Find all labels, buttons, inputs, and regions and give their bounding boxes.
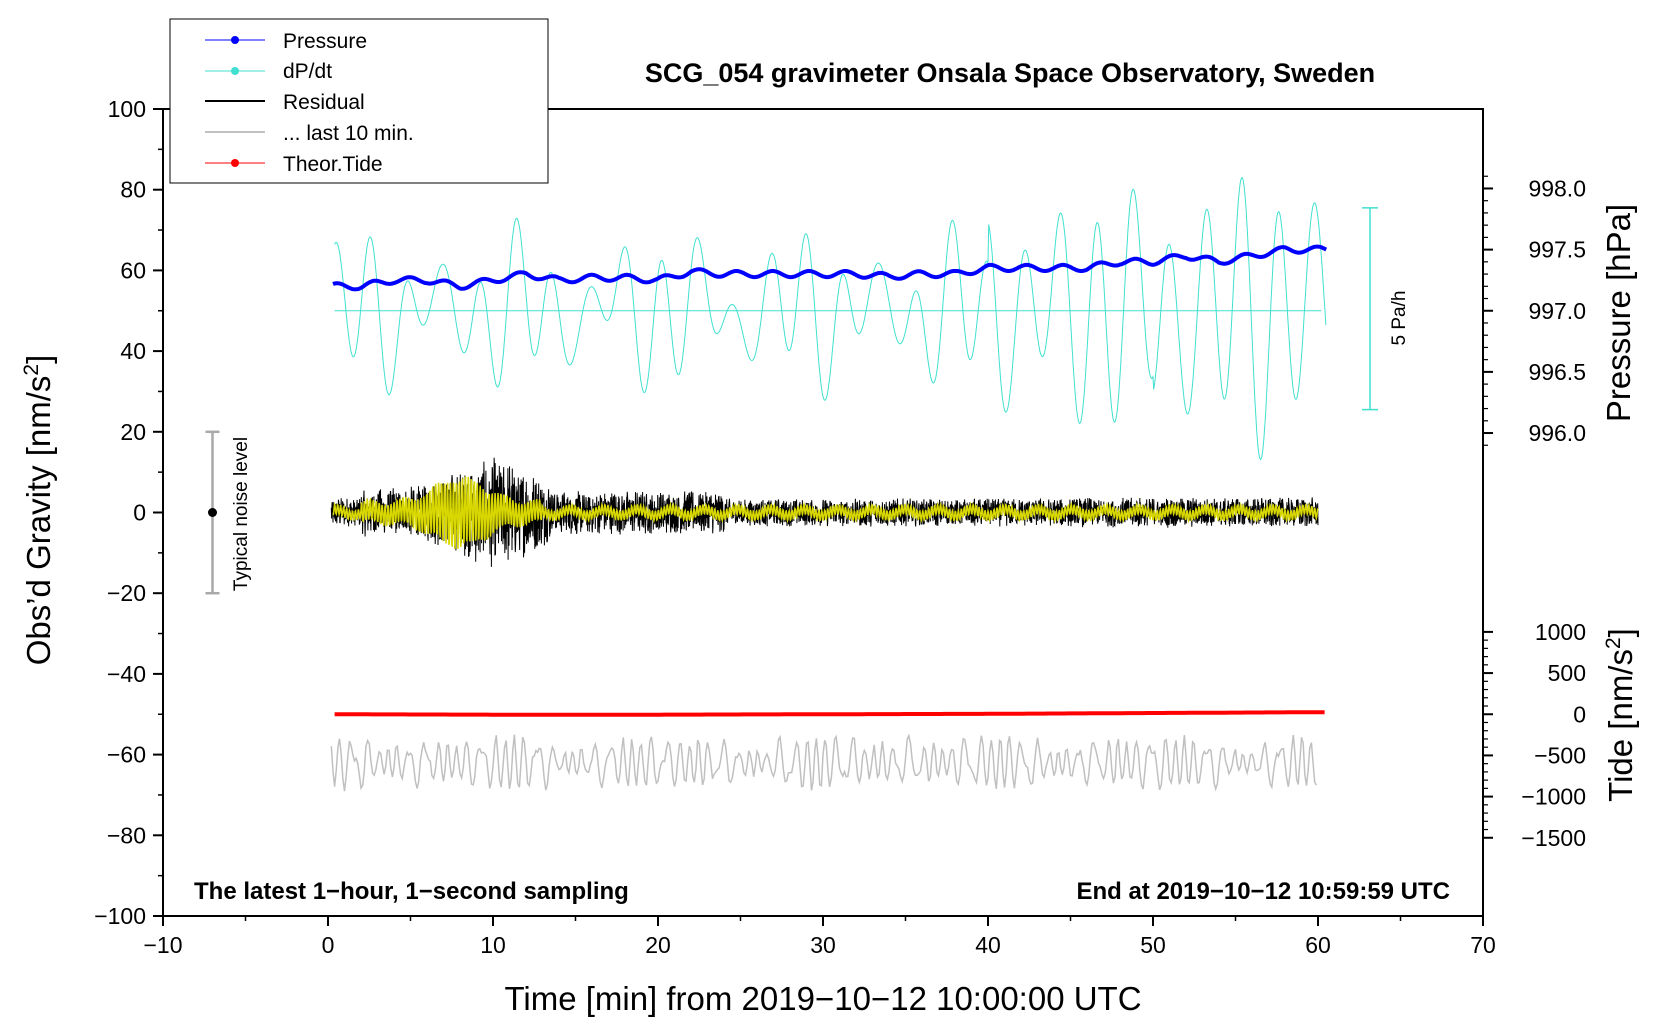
pressure-tick-label: 998.0 [1528,175,1586,201]
legend-label-tide: Theor.Tide [283,153,383,176]
y-tick-label-left: −20 [107,580,146,606]
y-axis-title-tide: Tide [nm/s2] [1602,628,1639,802]
y-tick-label-left: −80 [107,822,146,848]
tide-tick-label: 500 [1548,660,1586,686]
series-residual-filtered [332,476,1319,549]
legend-entry-residual: Residual [205,91,365,114]
tide-tick-label: −500 [1534,742,1586,768]
tide-tick-label: −1000 [1521,784,1586,810]
tide-tick-label: −1500 [1521,825,1586,851]
axes-layer: −10 0 10 20 30 40 50 60 70100806040200−20−40−60−… [94,96,1586,958]
y-tick-label-left: −60 [107,742,146,768]
legend: Pressure dP/dt Residual ... last 10 min.… [169,18,549,184]
legend-marker-tide [231,159,239,167]
tide-tick-label: 0 [1573,701,1586,727]
legend-marker-pressure [231,36,239,44]
series-dpdt [334,176,1327,461]
series-pressure [332,244,1328,292]
y-tick-label-left: 40 [120,338,146,364]
noise-level-label: Typical noise level [231,437,252,591]
noise-bar-center-dot [208,508,217,517]
x-tick-label: 50 [1140,932,1166,958]
annotation-sampling: The latest 1−hour, 1−second sampling [194,878,629,905]
x-tick-label: 0 [322,932,335,958]
x-tick-label: 60 [1305,932,1331,958]
x-axis-title: Time [min] from 2019−10−12 10:00:00 UTC [504,980,1141,1017]
legend-label-last10: ... last 10 min. [283,122,414,145]
pressure-tick-label: 996.0 [1528,420,1586,446]
y-tick-label-left: 60 [120,257,146,283]
legend-label-residual: Residual [283,91,365,114]
tide-tick-label: 1000 [1535,619,1586,645]
chart-title: SCG_054 gravimeter Onsala Space Observat… [645,58,1375,88]
legend-entry-dpdt: dP/dt [205,60,332,83]
legend-entry-tide: Theor.Tide [205,153,383,176]
y-axis-title-left: Obs’d Gravity [nm/s2] [20,355,57,666]
series-last-10-min [330,733,1318,792]
legend-label-dpdt: dP/dt [283,60,332,83]
y-tick-label-left: −100 [94,903,146,929]
x-tick-label: 10 [480,932,506,958]
pressure-tick-label: 997.0 [1528,298,1586,324]
y-tick-label-left: 80 [120,177,146,203]
x-tick-label: 20 [645,932,671,958]
series-layer [205,176,1378,792]
legend-label-pressure: Pressure [283,30,367,53]
legend-entry-last10: ... last 10 min. [205,122,414,145]
y-tick-label-left: −40 [107,661,146,687]
annotation-end-time: End at 2019−10−12 10:59:59 UTC [1076,878,1450,905]
x-tick-label: 30 [810,932,836,958]
legend-marker-dpdt [231,67,239,75]
series-theor-tide [334,710,1325,717]
y-tick-label-left: 0 [133,500,146,526]
x-tick-label: 40 [975,932,1001,958]
x-tick-label: 70 [1470,932,1496,958]
pressure-tick-label: 996.5 [1528,359,1586,385]
y-tick-label-left: 20 [120,419,146,445]
y-axis-title-pressure: Pressure [hPa] [1600,204,1637,422]
x-tick-label: −10 [143,932,182,958]
legend-entry-pressure: Pressure [205,30,367,53]
pressure-tick-label: 997.5 [1528,237,1586,263]
y-tick-label-left: 100 [108,96,146,122]
scale-bar-label: 5 Pa/h [1389,291,1410,346]
